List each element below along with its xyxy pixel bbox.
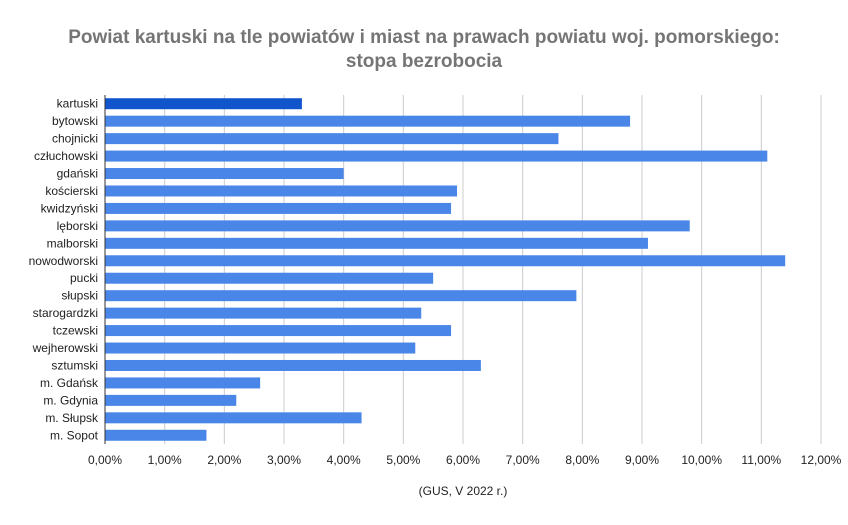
x-tick-label: 2,00% [207,453,241,467]
category-label: pucki [70,271,98,285]
category-label: malborski [47,236,98,250]
category-label: kościerski [45,184,98,198]
x-tick-labels: 0,00% 1,00% 2,00% 3,00% 4,00% 5,00% 6,00% 7,00%… [88,453,842,467]
gridlines [164,95,822,444]
bar-15 [105,342,416,354]
bar-13 [105,307,422,319]
category-label: kwidzyński [41,201,98,215]
bar-2 [105,115,631,127]
bar-16 [105,359,481,371]
x-tick-label: 3,00% [267,453,301,467]
category-label: bytowski [52,114,98,128]
bars [105,98,786,441]
bar-9 [105,237,648,249]
category-label: m. Gdynia [43,393,98,407]
bar-18 [105,394,237,406]
bar-19 [105,412,362,424]
category-label: lęborski [57,219,98,233]
x-tick-label: 0,00% [88,453,122,467]
category-labels: kartuski bytowski chojnicki człuchowski gdań… [29,97,99,443]
x-tick-label: 11,00% [741,453,781,467]
category-label: tczewski [53,324,98,338]
bar-14 [105,325,452,337]
bar-5 [105,168,344,180]
bar-17 [105,377,261,389]
chart-title-line-1: Powiat kartuski na tle powiatów i miast … [68,27,780,48]
bar-7 [105,202,452,214]
x-tick-label: 8,00% [565,453,599,467]
x-tick-label: 7,00% [506,453,540,467]
x-tick-label: 5,00% [386,453,420,467]
bar-1 [105,98,302,110]
category-label: sztumski [51,358,98,372]
bar-12 [105,290,577,302]
category-label: nowodworski [29,254,98,268]
chart-title-line-2: stopa bezrobocia [345,51,503,72]
bar-3 [105,133,559,145]
bar-20 [105,429,207,441]
category-label: wejherowski [32,341,98,355]
bar-8 [105,220,690,232]
bar-6 [105,185,458,197]
category-label: gdański [57,167,98,181]
x-tick-label: 10,00% [681,453,722,467]
category-label: m. Sopot [50,428,99,442]
x-tick-label: 9,00% [625,453,659,467]
category-label: m. Gdańsk [40,376,99,390]
category-label: chojnicki [52,132,98,146]
x-axis-label: (GUS, V 2022 r.) [419,484,508,498]
chart-title: Powiat kartuski na tle powiatów i miast … [0,26,848,74]
x-tick-label: 4,00% [327,453,361,467]
category-label: m. Słupsk [45,411,99,425]
category-label: słupski [61,289,98,303]
category-label: człuchowski [34,149,98,163]
bar-4 [105,150,768,162]
x-tick-label: 1,00% [148,453,182,467]
bar-11 [105,272,434,284]
bar-10 [105,255,786,267]
category-label: starogardzki [33,306,98,320]
x-tick-label: 6,00% [446,453,480,467]
category-label: kartuski [57,97,98,111]
x-tick-label: 12,00% [801,453,842,467]
